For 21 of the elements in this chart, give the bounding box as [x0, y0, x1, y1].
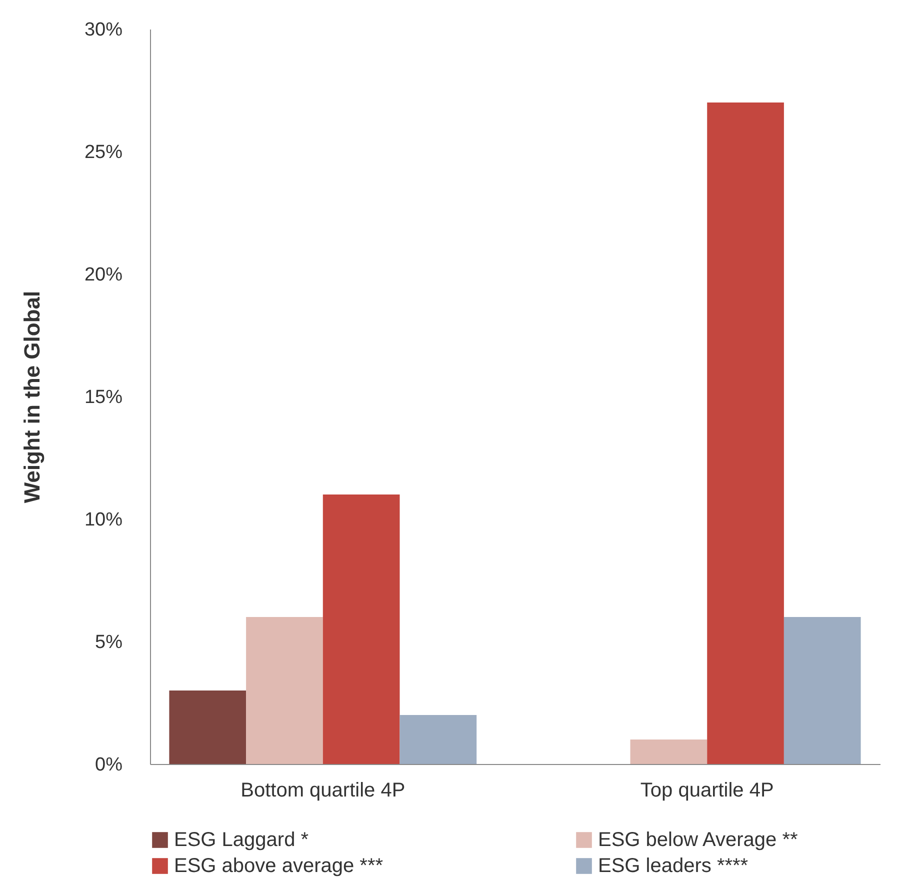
bar [630, 740, 708, 764]
y-tick-label: 25% [84, 142, 123, 163]
bar [784, 617, 861, 764]
bar [246, 617, 323, 764]
y-tick-label: 10% [84, 510, 123, 530]
legend-label: ESG below Average ** [598, 829, 798, 851]
y-axis-title: Weight in the Global [19, 290, 44, 504]
bar [707, 102, 784, 764]
bar [169, 690, 246, 764]
bar [322, 494, 400, 764]
y-tick-label: 20% [84, 264, 123, 286]
legend-label: ESG above average *** [174, 855, 384, 877]
x-tick-label: Bottom quartile 4P [240, 780, 406, 802]
y-tick-label: 30% [84, 20, 123, 40]
x-tick-label: Top quartile 4P [640, 780, 774, 802]
y-tick-label: 5% [95, 632, 123, 653]
legend-label: ESG Laggard * [174, 829, 309, 851]
legend-label: ESG leaders **** [598, 855, 748, 877]
y-tick-label: 15% [84, 387, 123, 408]
y-tick-label: 0% [95, 754, 123, 776]
bar [400, 715, 477, 764]
